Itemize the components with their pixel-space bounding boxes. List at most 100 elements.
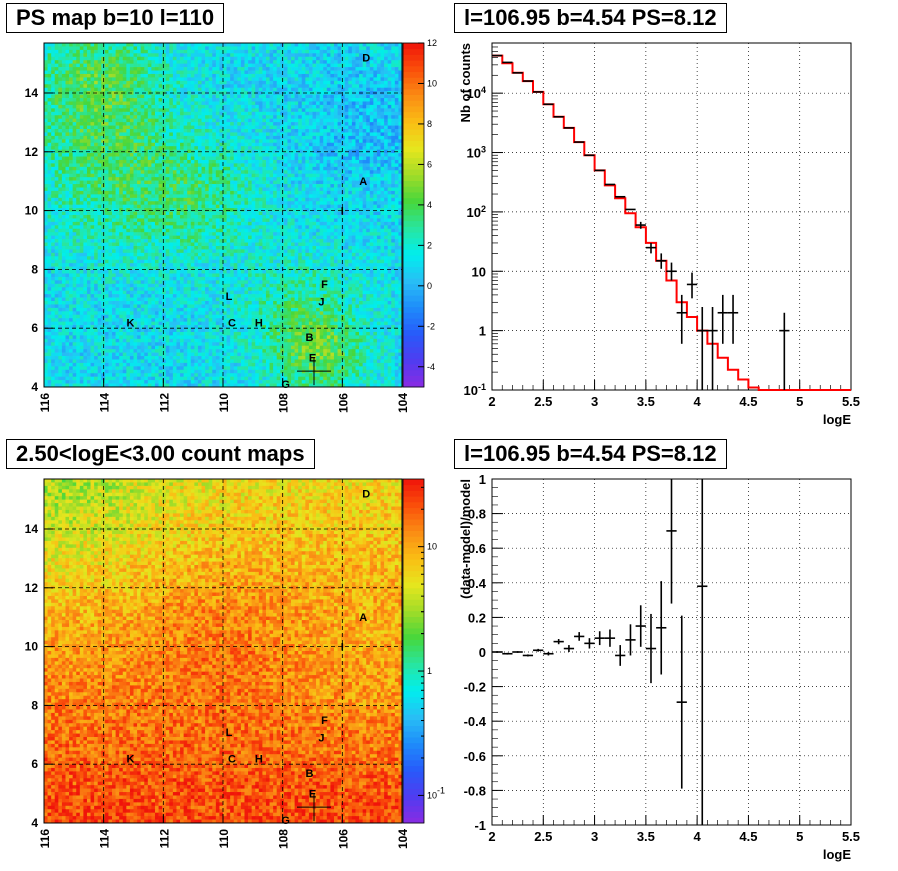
count-map-y-tick-label: 10: [25, 640, 39, 654]
count-map-colorbar-cell: [403, 696, 424, 703]
ps-map-colorbar-cell: [403, 364, 424, 371]
ps-map-y-tick-label: 10: [25, 204, 39, 218]
count-map-colorbar-cell: [403, 794, 424, 801]
ps-map-colorbar-cell: [403, 335, 424, 342]
ps-map-colorbar-label: -4: [427, 362, 435, 372]
count-map-colorbar-cell: [403, 610, 424, 617]
ps-map-colorbar-cell: [403, 237, 424, 245]
ps-map-colorbar-cell: [403, 266, 424, 273]
ps-map-source-label: A: [359, 176, 367, 188]
residual-x-tick-label: 5.5: [842, 829, 860, 844]
count-map-source-label: F: [321, 715, 328, 727]
residual-y-tick-label: 0.8: [468, 507, 486, 522]
ps-map-colorbar-label: 10: [427, 78, 437, 88]
count-map-title: 2.50<logE<3.00 count maps: [6, 439, 315, 469]
count-map-colorbar-cell: [403, 513, 424, 520]
ps-map-colorbar-cell: [403, 352, 424, 359]
count-map-colorbar-cell: [403, 633, 424, 640]
residual-ylabel: (data-model)/model: [458, 479, 473, 599]
count-map-colorbar-frame: [402, 478, 425, 824]
residual-y-tick-label: 0.6: [468, 541, 486, 556]
count-map-colorbar-label: 10: [427, 542, 437, 552]
ps-map-colorbar-cell: [403, 381, 424, 388]
count-map-colorbar-cell: [403, 582, 424, 589]
ps-map-colorbar-cell: [403, 134, 424, 141]
ps-map-colorbar-cell: [403, 306, 424, 313]
spectrum-y-tick-label: 10-1: [464, 382, 486, 398]
count-map-x-tick-label: 110: [217, 829, 231, 849]
spectrum-xlabel: logE: [823, 412, 851, 427]
count-map-colorbar-cell: [403, 691, 424, 698]
ps-map-source-label: D: [362, 53, 370, 65]
count-map-source-label: G: [281, 815, 290, 827]
spectrum-plot: 2 2.5 3 3.5 4 4.5 5 5.5 10-1 1 10 102 103 104 logE Nb o…: [458, 42, 860, 427]
residual-y-tick-label: 0.2: [468, 610, 486, 625]
ps-map-source-label: I: [341, 206, 344, 218]
count-map-colorbar-cell: [403, 576, 424, 583]
count-map-x-tick-label: 108: [277, 829, 291, 849]
residual-x-tick-label: 2: [488, 829, 495, 844]
count-map-colorbar-cell: [403, 673, 424, 681]
spectrum-x-tick-label: 3.5: [637, 394, 655, 409]
residual-y-tick-label: 1: [479, 472, 486, 487]
ps-map-colorbar-cell: [403, 255, 424, 262]
ps-map-colorbar-cell: [403, 77, 424, 84]
count-map-colorbar-cell: [403, 731, 424, 738]
count-map-source-label: J: [318, 733, 324, 745]
ps-map-colorbar-cell: [403, 146, 424, 153]
spectrum-x-tick-label: 2.5: [534, 394, 552, 409]
count-map-colorbar-cell: [403, 708, 424, 715]
ps-map-colorbar-cell: [403, 169, 424, 176]
spectrum-x-tick-label: 4.5: [739, 394, 757, 409]
count-map-colorbar-cell: [403, 501, 424, 509]
count-map-colorbar-cell: [403, 782, 424, 789]
count-map-colorbar-cell: [403, 547, 424, 554]
count-map-source-label: A: [359, 612, 367, 624]
ps-map-source-label: G: [281, 379, 290, 391]
ps-map-source-label: B: [306, 332, 314, 344]
ps-map-source-label: C: [228, 317, 236, 329]
ps-map-colorbar-cell: [403, 174, 424, 181]
residual-y-tick-label: -0.8: [464, 783, 486, 798]
count-map-source-label: B: [306, 768, 314, 780]
ps-map-colorbar-cell: [403, 111, 424, 118]
ps-map-x-tick-label: 116: [38, 393, 52, 413]
count-map-colorbar-cell: [403, 725, 424, 732]
count-map-colorbar-cell: [403, 587, 424, 595]
spectrum-frame: [491, 42, 852, 391]
count-map-colorbar-cell: [403, 714, 424, 721]
count-map-colorbar-cell: [403, 645, 424, 652]
ps-map-x-tick-label: 106: [336, 393, 350, 413]
residual-y-tick-label: -0.2: [464, 680, 486, 695]
ps-map-colorbar-cell: [403, 65, 424, 73]
count-map-source-label: L: [226, 727, 233, 739]
count-map-colorbar-cell: [403, 748, 424, 755]
count-map-colorbar-cell: [403, 737, 424, 744]
spectrum-title: l=106.95 b=4.54 PS=8.12: [454, 3, 727, 33]
ps-map-colorbar-cell: [403, 60, 424, 67]
ps-map-colorbar-frame: [402, 42, 425, 388]
ps-map-colorbar-cell: [403, 232, 424, 239]
count-map-x-tick-label: 106: [336, 829, 350, 849]
ps-map-colorbar-cell: [403, 192, 424, 199]
count-map-colorbar-cell: [403, 668, 424, 675]
ps-map-colorbar-cell: [403, 209, 424, 216]
count-map-colorbar-cell: [403, 811, 424, 818]
ps-map-y-tick-label: 6: [31, 321, 38, 335]
count-map-colorbar-cell: [403, 639, 424, 646]
ps-map-colorbar-label: 0: [427, 281, 432, 291]
ps-map-colorbar-cell: [403, 186, 424, 193]
ps-map-y-tick-label: 8: [31, 262, 38, 276]
ps-map-colorbar-cell: [403, 220, 424, 227]
residual-y-tick-label: -0.4: [464, 714, 487, 729]
count-map-source-label: E: [309, 789, 316, 801]
spectrum-y-tick-label: 104: [467, 85, 486, 101]
residual-x-tick-label: 2.5: [534, 829, 552, 844]
count-map-colorbar-cell: [403, 622, 424, 629]
ps-map-colorbar-cell: [403, 283, 424, 290]
ps-map-colorbar-cell: [403, 140, 424, 147]
ps-map-x-tick-label: 110: [217, 393, 231, 413]
ps-map-colorbar-cell: [403, 243, 424, 250]
count-map-colorbar-cell: [403, 599, 424, 606]
